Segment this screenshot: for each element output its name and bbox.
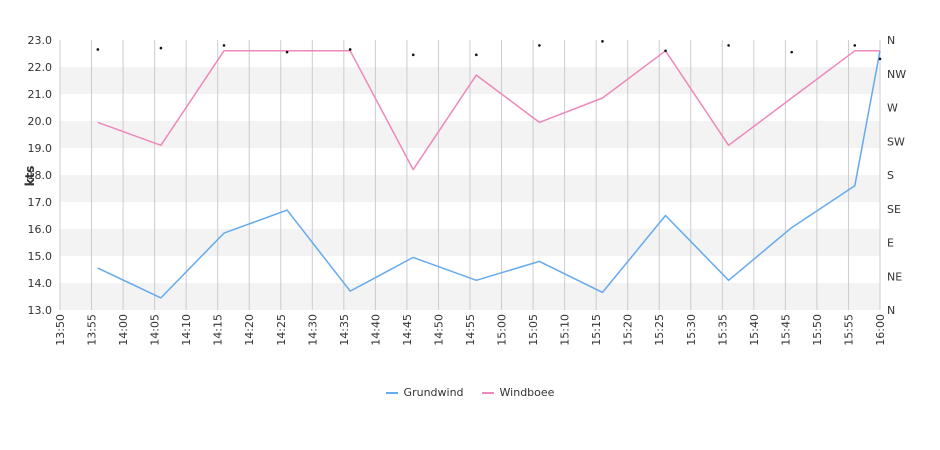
direction-point [475, 53, 478, 57]
legend-swatch-grundwind [385, 391, 398, 394]
y-tick-label: 13.0 [28, 304, 53, 317]
right-axis-ticks: N NE E SE S SW W NW N [887, 34, 906, 317]
x-tick-label: 15:15 [590, 314, 603, 346]
right-tick-label: N [887, 34, 895, 47]
x-tick-label: 15:25 [653, 314, 666, 346]
x-tick-label: 15:10 [559, 314, 572, 346]
x-tick-label: 13:50 [54, 314, 67, 346]
legend-item-grundwind[interactable]: Grundwind [385, 386, 464, 399]
x-tick-label: 14:40 [369, 314, 382, 346]
x-tick-label: 15:35 [716, 314, 729, 346]
direction-point [538, 44, 541, 47]
direction-point [601, 40, 604, 43]
x-tick-label: 14:15 [212, 314, 225, 346]
direction-point [159, 46, 163, 50]
y-tick-label: 17.0 [28, 196, 53, 209]
x-tick-label: 14:55 [464, 314, 477, 346]
legend-item-windboee[interactable]: Windboee [481, 386, 555, 399]
x-tick-label: 14:25 [275, 314, 288, 346]
legend-label-windboee: Windboee [499, 386, 555, 399]
right-tick-label: S [887, 169, 894, 182]
right-tick-label: NW [887, 68, 906, 81]
y-tick-label: 19.0 [28, 142, 53, 155]
y-tick-label: 21.0 [28, 88, 53, 101]
x-tick-label: 16:00 [874, 314, 887, 346]
series-line-grundwind [97, 50, 881, 299]
series-lines [97, 50, 881, 299]
direction-point [285, 50, 289, 54]
x-tick-label: 14:05 [149, 314, 162, 346]
y-tick-label: 18.0 [28, 169, 53, 182]
direction-dots [96, 40, 882, 61]
x-tick-label: 15:40 [748, 314, 761, 346]
y-tick-label: 16.0 [28, 223, 53, 236]
x-tick-label: 14:00 [117, 314, 130, 346]
right-tick-label: NE [887, 270, 902, 283]
x-tick-label: 15:50 [811, 314, 824, 346]
y-tick-label: 14.0 [28, 277, 53, 290]
direction-point [727, 44, 730, 47]
direction-point [96, 48, 100, 51]
y-tick-label: 15.0 [28, 250, 53, 263]
x-tick-label: 15:30 [685, 314, 698, 346]
direction-point [348, 48, 352, 51]
y-tick-label: 22.0 [28, 61, 53, 74]
x-axis-ticks: 13:50 13:55 14:00 14:05 14:10 14:15 14:20 14:25… [54, 314, 887, 346]
direction-point [222, 44, 226, 47]
y-tick-label: 20.0 [28, 115, 53, 128]
legend-swatch-windboee [481, 391, 494, 394]
right-tick-label: SW [887, 135, 905, 148]
x-tick-label: 14:45 [401, 314, 414, 346]
vertical-gridlines [59, 40, 881, 310]
direction-point [411, 53, 415, 57]
x-tick-label: 14:50 [432, 314, 445, 346]
x-tick-label: 15:45 [779, 314, 792, 346]
x-tick-label: 14:30 [306, 314, 319, 346]
right-tick-label: SE [887, 203, 901, 216]
direction-point [853, 44, 857, 47]
y-axis-ticks: 13.0 14.0 15.0 16.0 17.0 18.0 19.0 20.0 21.0 22.0… [28, 34, 53, 317]
legend: Grundwind Windboee [0, 386, 940, 399]
x-tick-label: 15:05 [527, 314, 540, 346]
x-tick-label: 15:55 [842, 314, 855, 346]
right-tick-label: E [887, 237, 894, 250]
y-axis-label: kts [23, 166, 37, 187]
x-tick-label: 14:35 [338, 314, 351, 346]
x-tick-label: 14:10 [180, 314, 193, 346]
right-tick-label: N [887, 304, 895, 317]
x-tick-label: 13:55 [86, 314, 99, 346]
x-tick-label: 14:20 [243, 314, 256, 346]
y-tick-label: 23.0 [28, 34, 53, 47]
x-tick-label: 15:00 [496, 314, 509, 346]
x-tick-label: 15:20 [622, 314, 635, 346]
right-tick-label: W [887, 102, 898, 115]
legend-label-grundwind: Grundwind [403, 386, 464, 399]
direction-point [664, 49, 667, 53]
direction-point [790, 50, 793, 54]
direction-point [878, 57, 882, 61]
series-line-windboee [97, 50, 880, 171]
